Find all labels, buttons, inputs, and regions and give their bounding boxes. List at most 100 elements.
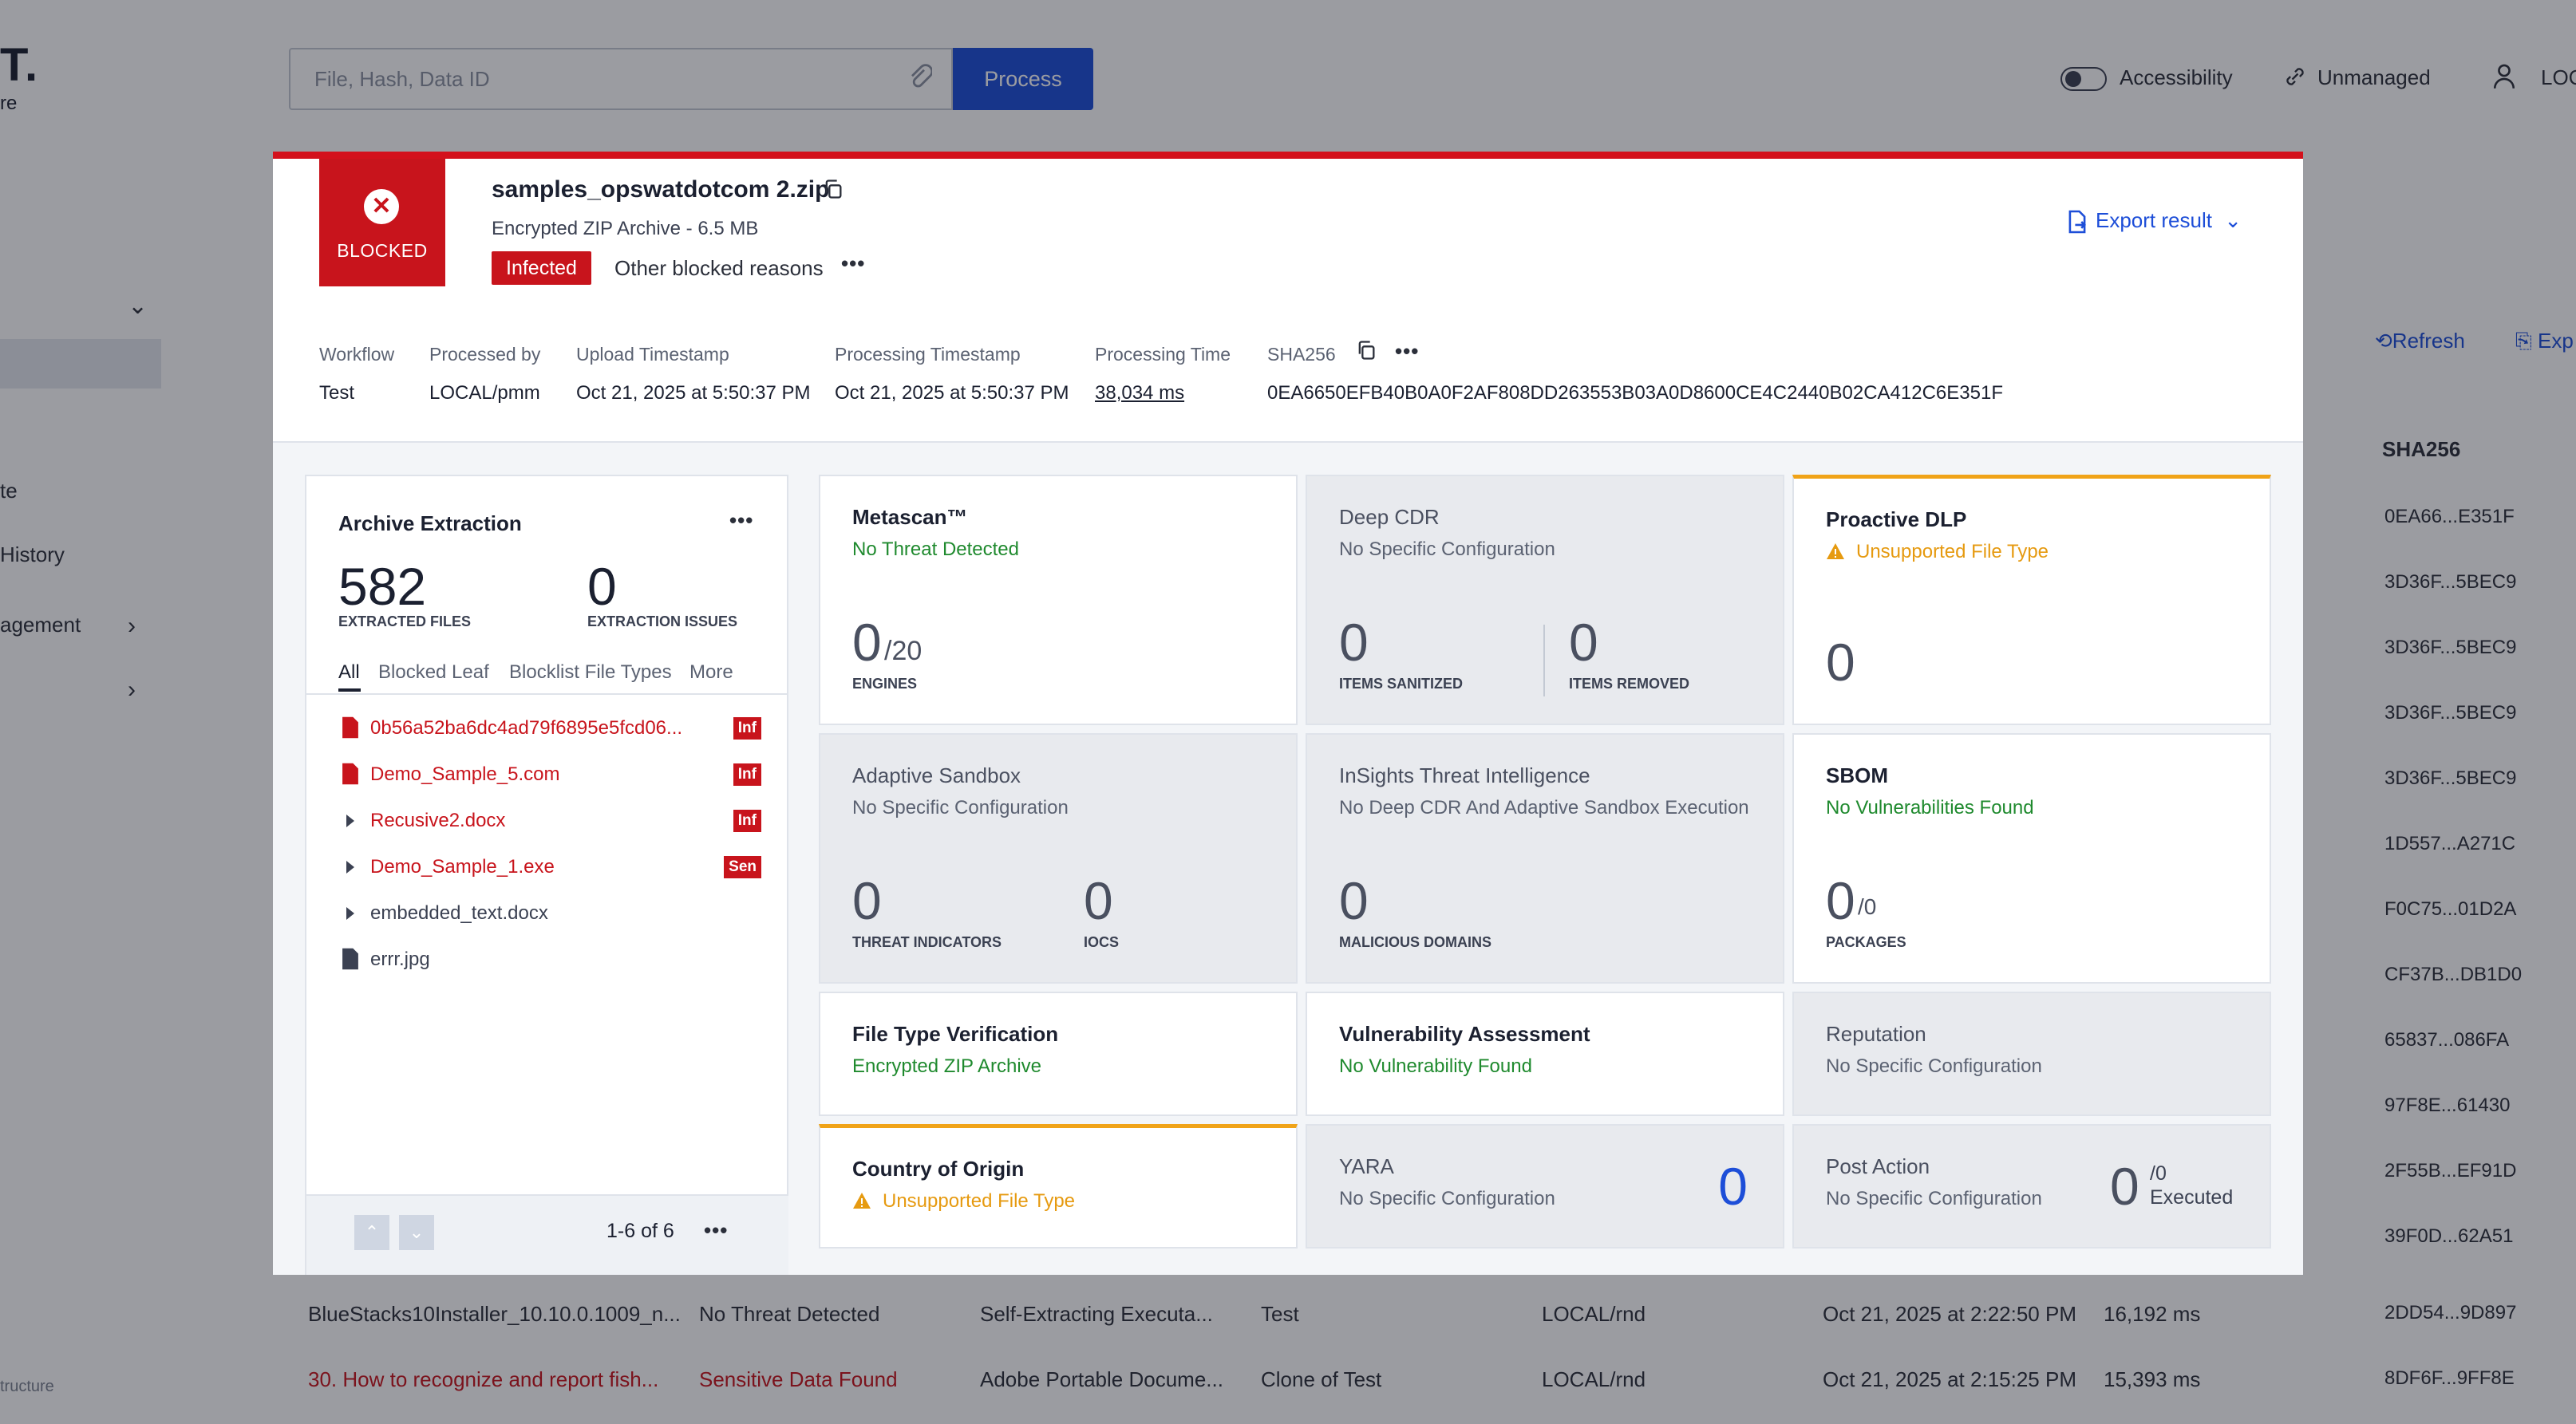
file-icon [342, 948, 358, 970]
processing-time-link[interactable]: 38,034 ms [1095, 382, 1185, 404]
country-of-origin-card[interactable]: Country of Origin Unsupported File Type [819, 1124, 1298, 1248]
attachment-icon[interactable] [908, 64, 932, 94]
processing-timestamp-label: Processing Timestamp [835, 344, 1021, 365]
search-input[interactable]: File, Hash, Data ID [289, 48, 953, 110]
copy-icon[interactable] [822, 178, 844, 200]
brand-subtitle: re [0, 93, 18, 114]
more-options-icon[interactable]: ••• [841, 251, 866, 275]
user-name[interactable]: LOC [2541, 65, 2576, 89]
divider [1543, 625, 1545, 696]
refresh-button[interactable]: ⟲Refresh [2375, 329, 2465, 353]
severity-badge: Inf [733, 717, 761, 740]
tab-blocklist-file-types[interactable]: Blocklist File Types [509, 661, 672, 683]
sidebar-footer: tructure [0, 1378, 54, 1395]
yara-card[interactable]: YARA No Specific Configuration 0 [1306, 1124, 1784, 1248]
yara-count: 0 [1718, 1157, 1748, 1216]
list-item[interactable]: Demo_Sample_1.exe Sen [338, 851, 761, 886]
sbom-card[interactable]: SBOM No Vulnerabilities Found 0 /0 PACKA… [1792, 733, 2271, 984]
table-row[interactable]: BlueStacks10Installer_10.10.0.1009_n... … [0, 1284, 2576, 1348]
tab-blocked-leaf[interactable]: Blocked Leaf [378, 661, 489, 683]
table-cell-sha: 8DF6F...9FF8E [2384, 1367, 2515, 1389]
card-status: No Specific Configuration [1339, 538, 1555, 560]
warning-icon [853, 1193, 871, 1209]
more-options-icon[interactable]: ••• [1395, 339, 1420, 363]
chevron-right-icon[interactable]: › [128, 613, 136, 639]
other-blocked-reasons[interactable]: Other blocked reasons [614, 256, 824, 280]
export-result-label: Export result [2096, 208, 2212, 232]
unmanaged-label[interactable]: Unmanaged [2317, 65, 2431, 89]
expand-caret-icon[interactable] [346, 907, 354, 920]
card-title: YARA [1339, 1154, 1394, 1178]
card-status: No Vulnerability Found [1339, 1055, 1532, 1077]
copy-icon[interactable] [1355, 339, 1377, 361]
table-cell-name[interactable]: 30. How to recognize and report fish... [308, 1367, 659, 1391]
page-up-button[interactable]: ⌃ [354, 1215, 389, 1250]
sha256-label: SHA256 [1267, 344, 1336, 365]
table-cell-sha: 3D36F...5BEC9 [2384, 767, 2517, 789]
process-button[interactable]: Process [953, 48, 1093, 110]
post-action-executed: Executed [2150, 1186, 2234, 1209]
chevron-down-icon[interactable]: ⌄ [128, 293, 148, 319]
tab-all[interactable]: All [338, 661, 360, 683]
expand-caret-icon[interactable] [346, 861, 354, 874]
card-title: Country of Origin [852, 1157, 1025, 1181]
file-name[interactable]: embedded_text.docx [370, 902, 548, 924]
extraction-issues-label: EXTRACTION ISSUES [587, 613, 738, 629]
chevron-down-icon: ⌄ [2224, 208, 2242, 232]
tab-more[interactable]: More [689, 661, 733, 683]
list-item[interactable]: 0b56a52ba6dc4ad79f6895e5fcd06... Inf [338, 712, 761, 748]
insights-card[interactable]: InSights Threat Intelligence No Deep CDR… [1306, 733, 1784, 984]
list-item[interactable]: Recusive2.docx Inf [338, 805, 761, 840]
expand-caret-icon[interactable] [346, 815, 354, 827]
table-row[interactable]: 30. How to recognize and report fish... … [0, 1350, 2576, 1414]
table-cell-sha: 3D36F...5BEC9 [2384, 702, 2517, 724]
vulnerability-assessment-card[interactable]: Vulnerability Assessment No Vulnerabilit… [1306, 992, 1784, 1116]
file-name[interactable]: errr.jpg [370, 949, 430, 970]
table-cell-sha: 39F0D...62A51 [2384, 1225, 2514, 1247]
list-item[interactable]: errr.jpg [338, 944, 761, 979]
sidebar-item-dashboard[interactable]: te [0, 479, 18, 503]
more-options-icon[interactable]: ••• [729, 508, 754, 532]
file-name: samples_opswatdotcom 2.zip [492, 176, 830, 203]
table-cell-name[interactable]: BlueStacks10Installer_10.10.0.1009_n... [308, 1302, 681, 1326]
table-cell-sha: CF37B...DB1D0 [2384, 964, 2523, 985]
file-name[interactable]: Recusive2.docx [370, 810, 506, 831]
table-cell-sha: 0EA66...E351F [2384, 506, 2515, 527]
iocs-count: 0 [1084, 871, 1113, 930]
chevron-right-icon[interactable]: › [128, 676, 136, 703]
page-down-button[interactable]: ⌄ [399, 1215, 434, 1250]
card-status-text: Unsupported File Type [1856, 541, 2049, 562]
adaptive-sandbox-card[interactable]: Adaptive Sandbox No Specific Configurati… [819, 733, 1298, 984]
card-status: No Specific Configuration [852, 797, 1069, 819]
export-result-button[interactable]: Export result ⌄ [2067, 208, 2242, 243]
file-name[interactable]: Demo_Sample_1.exe [370, 856, 555, 878]
processing-time-label: Processing Time [1095, 344, 1231, 365]
table-cell-sha: 65837...086FA [2384, 1029, 2510, 1051]
export-label: Exp [2538, 329, 2574, 353]
sidebar-item-history[interactable]: History [0, 542, 65, 566]
sidebar-item-management[interactable]: agement [0, 613, 81, 637]
file-name[interactable]: Demo_Sample_5.com [370, 763, 560, 785]
sidebar-active-item[interactable] [0, 339, 161, 389]
accessibility-label[interactable]: Accessibility [2120, 65, 2233, 89]
more-options-icon[interactable]: ••• [704, 1218, 729, 1242]
post-action-card[interactable]: Post Action No Specific Configuration 0 … [1792, 1124, 2271, 1248]
file-name[interactable]: 0b56a52ba6dc4ad79f6895e5fcd06... [370, 717, 683, 739]
processing-timestamp-value: Oct 21, 2025 at 5:50:37 PM [835, 382, 1069, 404]
file-type-verification-card[interactable]: File Type Verification Encrypted ZIP Arc… [819, 992, 1298, 1116]
user-icon[interactable] [2491, 62, 2517, 89]
card-status: No Threat Detected [852, 538, 1020, 560]
table-cell-type: Adobe Portable Docume... [980, 1367, 1223, 1391]
sha-column-header[interactable]: SHA256 [2382, 437, 2461, 461]
deep-cdr-card[interactable]: Deep CDR No Specific Configuration 0 ITE… [1306, 475, 1784, 725]
accessibility-toggle[interactable] [2060, 67, 2107, 91]
list-item[interactable]: Demo_Sample_5.com Inf [338, 759, 761, 794]
workflow-label: Workflow [319, 344, 395, 365]
reputation-card[interactable]: Reputation No Specific Configuration [1792, 992, 2271, 1116]
proactive-dlp-card[interactable]: Proactive DLP Unsupported File Type 0 [1792, 475, 2271, 725]
list-item[interactable]: embedded_text.docx [338, 897, 761, 933]
export-button[interactable]: ⎘ Exp [2515, 329, 2574, 353]
toggle-knob [2065, 71, 2081, 87]
metascan-card[interactable]: Metascan™ No Threat Detected 0 /20 ENGIN… [819, 475, 1298, 725]
items-removed-label: ITEMS REMOVED [1569, 676, 1690, 692]
